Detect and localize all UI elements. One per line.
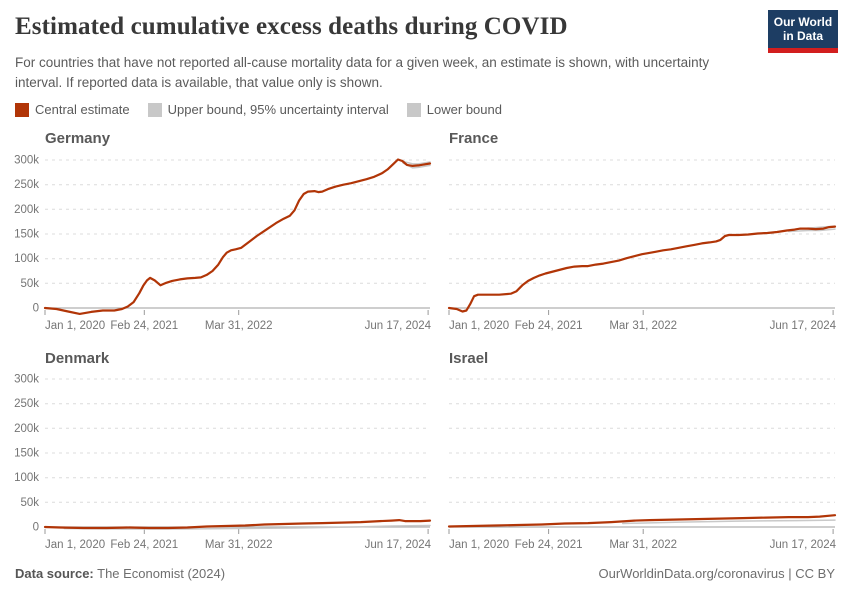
credit-link[interactable]: OurWorldinData.org/coronavirus: [598, 566, 785, 581]
panel-title-france: France: [449, 130, 499, 147]
x-tick-label: Jan 1, 2020: [449, 539, 509, 551]
legend-label: Central estimate: [35, 102, 130, 117]
chart-france: Jan 1, 2020 Feb 24, 2021 Mar 31, 2022 Jun 1…: [447, 159, 837, 332]
y-tick-label: 200k: [14, 204, 39, 216]
x-tick-label: Jan 1, 2020: [449, 320, 509, 332]
lower-bound-swatch-icon: [406, 102, 421, 117]
x-tick-label: Jun 17, 2024: [770, 539, 837, 551]
lower-bound-line: [63, 524, 431, 530]
x-tick-label: Feb 24, 2021: [515, 320, 583, 332]
y-tick-label: 0: [33, 522, 39, 534]
y-tick-label: 0: [33, 303, 39, 315]
chart-subtitle: For countries that have not reported all…: [15, 55, 710, 91]
central-estimate-line: [43, 519, 432, 530]
lower-bound-line: [621, 519, 836, 525]
y-tick-label: 150k: [14, 448, 39, 460]
x-tick-label: Jan 1, 2020: [45, 539, 105, 551]
page-title: Estimated cumulative excess deaths durin…: [15, 13, 568, 40]
y-tick-label: 300k: [14, 374, 39, 386]
y-tick-label: 250k: [14, 179, 39, 191]
x-tick-label: Mar 31, 2022: [205, 320, 273, 332]
data-source: Data source: The Economist (2024): [15, 566, 225, 581]
x-tick-label: Jan 1, 2020: [45, 320, 105, 332]
y-tick-label: 150k: [14, 229, 39, 241]
upper-bound-swatch-icon: [147, 102, 162, 117]
x-tick-label: Mar 31, 2022: [609, 539, 677, 551]
legend-label: Lower bound: [426, 102, 502, 117]
data-source-label: Data source:: [15, 566, 94, 581]
y-tick-label: 100k: [14, 253, 39, 265]
legend-item-upper-bound: Upper bound, 95% uncertainty interval: [147, 102, 389, 117]
x-tick-label: Feb 24, 2021: [110, 320, 178, 332]
legend-label: Upper bound, 95% uncertainty interval: [167, 102, 389, 117]
x-tick-label: Mar 31, 2022: [205, 539, 273, 551]
x-tick-label: Mar 31, 2022: [609, 320, 677, 332]
y-tick-label: 50k: [20, 278, 39, 290]
legend: Central estimate Upper bound, 95% uncert…: [15, 102, 502, 117]
footer: Data source: The Economist (2024) OurWor…: [15, 566, 835, 581]
central-estimate-line: [447, 514, 837, 528]
owid-logo-line1: Our World: [773, 14, 833, 29]
chart-germany: 0 50k 100k 150k 200k 250k 300k Jan 1, 2020 Feb 2…: [14, 155, 432, 333]
legend-item-central-estimate: Central estimate: [15, 102, 130, 117]
y-tick-label: 100k: [14, 472, 39, 484]
chart-denmark: 0 50k 100k 150k 200k 250k 300k Jan 1, 2020 Feb 2…: [14, 374, 432, 552]
owid-logo[interactable]: Our World in Data: [768, 10, 838, 53]
x-tick-label: Jun 17, 2024: [365, 539, 432, 551]
central-estimate-swatch-icon: [15, 102, 29, 117]
central-estimate-line: [447, 225, 837, 313]
x-tick-label: Feb 24, 2021: [515, 539, 583, 551]
y-tick-label: 50k: [20, 497, 39, 509]
panel-title-israel: Israel: [449, 350, 489, 367]
lower-bound-line: [787, 228, 836, 233]
central-estimate-line: [43, 158, 432, 315]
legend-item-lower-bound: Lower bound: [406, 102, 502, 117]
chart-israel: Jan 1, 2020 Feb 24, 2021 Mar 31, 2022 Jun 1…: [447, 378, 837, 551]
y-tick-label: 300k: [14, 155, 39, 167]
y-tick-label: 200k: [14, 423, 39, 435]
x-tick-label: Jun 17, 2024: [770, 320, 837, 332]
y-tick-label: 250k: [14, 398, 39, 410]
owid-logo-line2: in Data: [782, 29, 823, 43]
credit-license: | CC BY: [784, 566, 835, 581]
data-source-value: The Economist (2024): [93, 566, 226, 581]
panel-title-denmark: Denmark: [45, 350, 110, 367]
upper-bound-line: [402, 160, 431, 165]
panel-title-germany: Germany: [45, 130, 111, 147]
x-tick-label: Jun 17, 2024: [365, 320, 432, 332]
credit: OurWorldinData.org/coronavirus | CC BY: [598, 566, 835, 581]
x-tick-label: Feb 24, 2021: [110, 539, 178, 551]
